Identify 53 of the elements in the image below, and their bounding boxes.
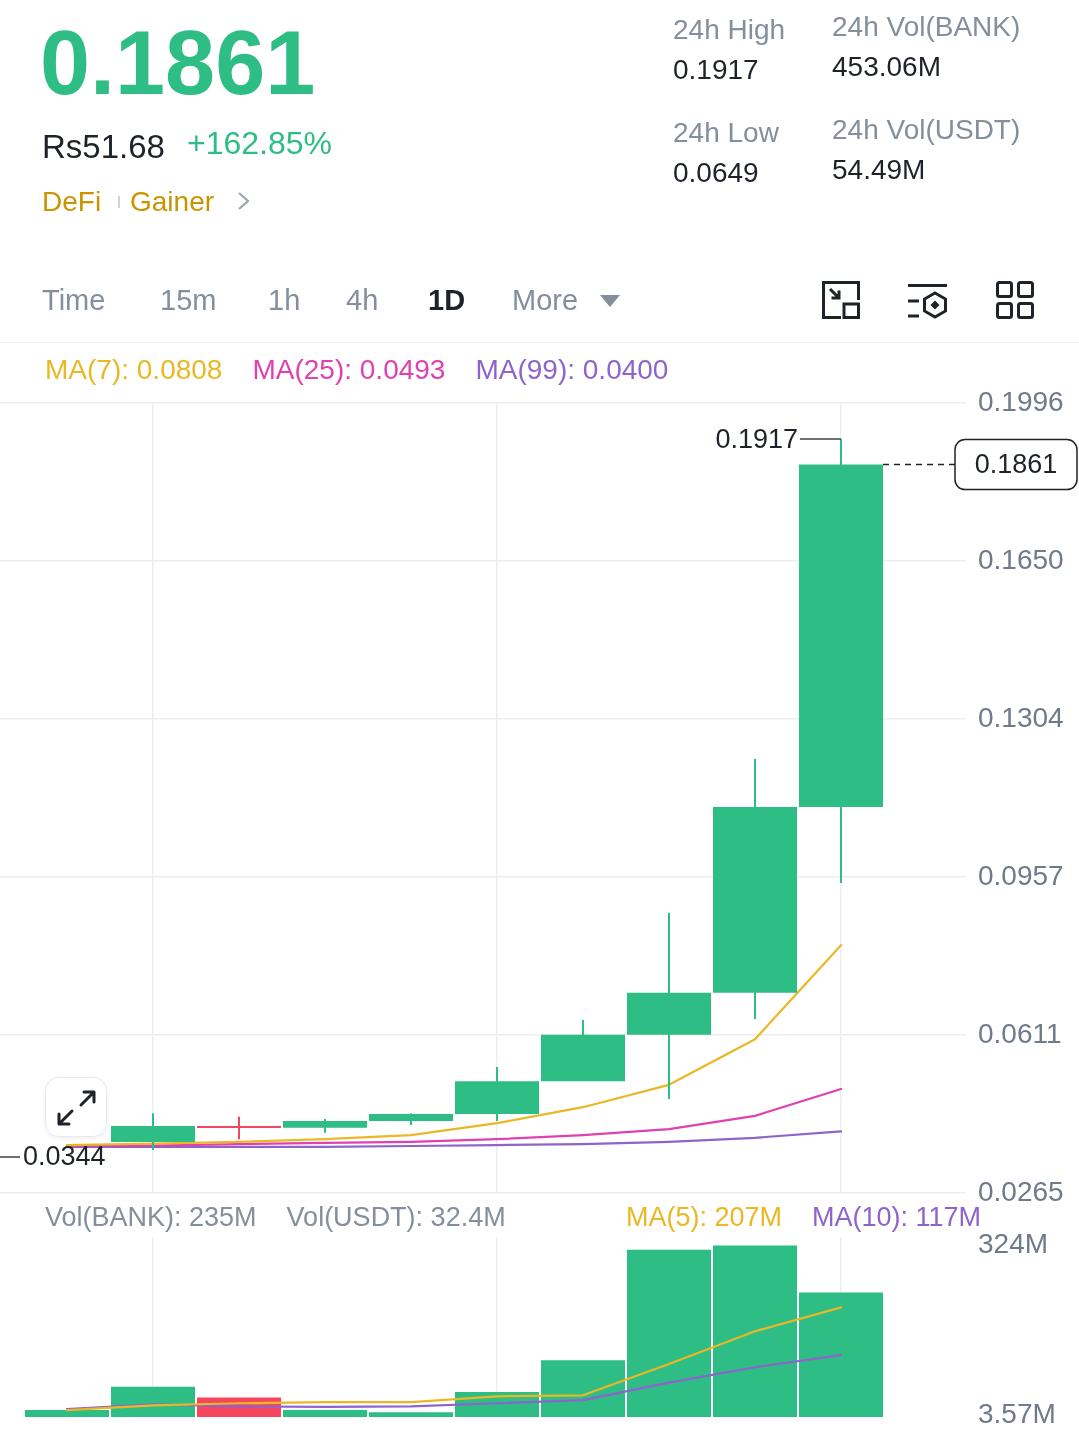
text: +162.85% bbox=[187, 125, 333, 161]
text: MA(25): 0.0493 bbox=[252, 354, 446, 385]
text: Vol(USDT): 32.4M bbox=[286, 1202, 506, 1232]
text: MA(7): 0.0808 bbox=[45, 354, 223, 385]
text: 4h bbox=[346, 283, 379, 316]
text: DeFi bbox=[42, 186, 102, 217]
text: 24h Vol(USDT) bbox=[832, 114, 1021, 145]
text: 54.49M bbox=[832, 154, 926, 185]
text: 0.1861 bbox=[40, 13, 316, 113]
candlestick bbox=[540, 1020, 626, 1082]
text: 1D bbox=[428, 283, 466, 316]
bar bbox=[540, 1360, 626, 1417]
bar bbox=[626, 1249, 712, 1417]
text: Rs51.68 bbox=[42, 127, 165, 165]
candlestick bbox=[110, 1113, 196, 1151]
candlestick bbox=[368, 1113, 454, 1125]
annotation: 0.0344 bbox=[23, 1141, 106, 1172]
text: Vol(BANK): 235M bbox=[45, 1202, 257, 1232]
text: MA(99): 0.0400 bbox=[475, 354, 669, 385]
y-tick-label: 0.1996 bbox=[978, 385, 1064, 417]
text: 453.06M bbox=[832, 51, 941, 82]
bar bbox=[282, 1410, 368, 1417]
text: MA(10): 117M bbox=[811, 1202, 981, 1232]
text: 24h Low bbox=[673, 117, 779, 148]
text: 24h Vol(BANK) bbox=[832, 11, 1021, 42]
y-tick-label: 324M bbox=[978, 1228, 1049, 1260]
candlestick bbox=[454, 1067, 540, 1121]
text: Gainer bbox=[130, 186, 215, 217]
text: 24h High bbox=[673, 14, 786, 45]
text: 0.0649 bbox=[673, 157, 759, 188]
text: 0.1917 bbox=[673, 54, 759, 85]
y-tick-label: 0.0265 bbox=[978, 1175, 1064, 1207]
bar bbox=[368, 1412, 454, 1417]
candlestick bbox=[196, 1116, 282, 1140]
bar bbox=[712, 1245, 798, 1417]
y-tick-label: 3.57M bbox=[978, 1397, 1056, 1429]
text: More bbox=[512, 283, 579, 316]
text: Time bbox=[42, 283, 106, 316]
candlestick bbox=[282, 1119, 368, 1133]
text: 15m bbox=[160, 283, 217, 316]
bar bbox=[24, 1410, 110, 1417]
bar bbox=[798, 1292, 884, 1417]
y-tick-label: 0.1304 bbox=[978, 701, 1064, 733]
y-tick-label: 0.1650 bbox=[978, 543, 1064, 575]
y-tick-label: 0.0957 bbox=[978, 859, 1064, 891]
annotation: 0.1917 bbox=[715, 423, 798, 454]
text: MA(5): 207M bbox=[625, 1202, 782, 1232]
text: 0.1861 bbox=[974, 449, 1058, 480]
y-tick-label: 0.0611 bbox=[978, 1017, 1062, 1049]
bar bbox=[110, 1386, 196, 1417]
text: 1h bbox=[268, 283, 301, 316]
candlestick bbox=[712, 758, 798, 1020]
candlestick bbox=[626, 912, 712, 1099]
